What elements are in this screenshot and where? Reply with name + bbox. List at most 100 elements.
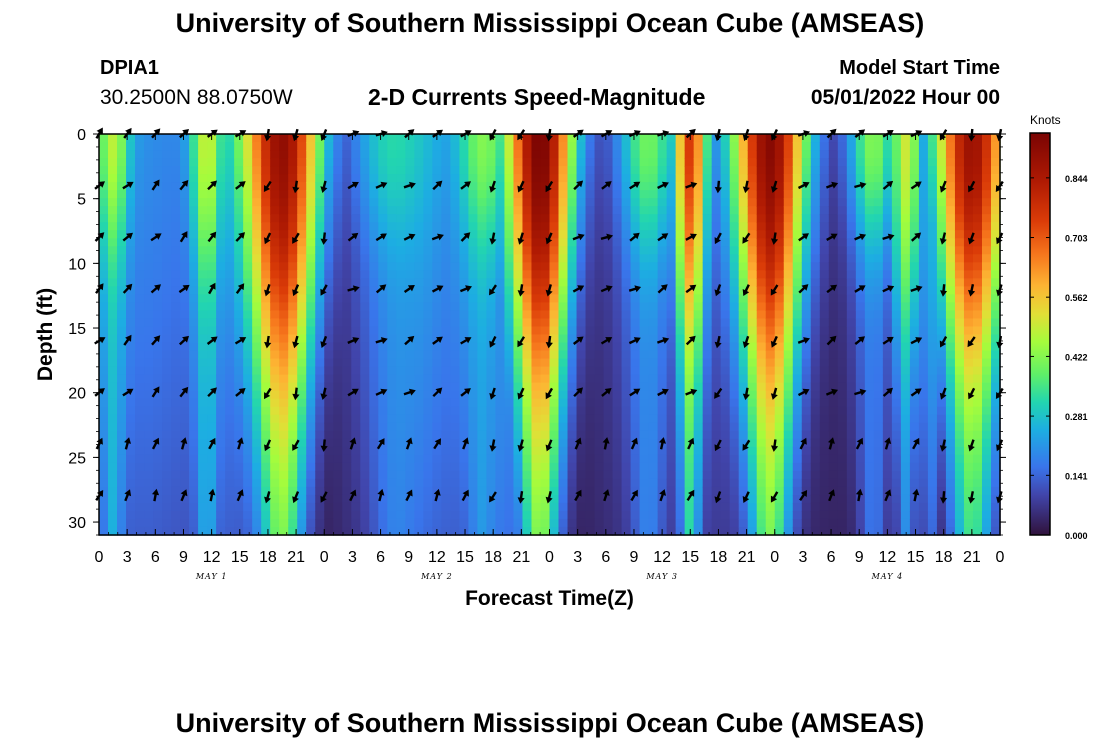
heatmap-cell [666, 222, 677, 231]
heatmap-cell [414, 478, 424, 488]
heatmap-cell [144, 134, 154, 143]
heatmap-cell [666, 350, 677, 360]
heatmap-cell [729, 342, 740, 352]
heatmap-cell [441, 214, 451, 223]
heatmap-cell [432, 254, 442, 263]
heatmap-cell [315, 278, 325, 287]
heatmap-cell [189, 278, 199, 287]
heatmap-cell [756, 430, 767, 440]
heatmap-cell [972, 422, 983, 432]
heatmap-cell [504, 374, 515, 384]
heatmap-cell [711, 254, 722, 263]
heatmap-cell [495, 342, 506, 352]
heatmap-cell [972, 174, 983, 183]
heatmap-cell [693, 198, 704, 207]
heatmap-cell [891, 462, 902, 472]
heatmap-cell [774, 238, 785, 247]
heatmap-cell [504, 510, 515, 520]
heatmap-cell [495, 494, 506, 504]
heatmap-cell [387, 470, 397, 480]
heatmap-cell [477, 502, 488, 512]
heatmap-cell [513, 406, 524, 416]
heatmap-cell [315, 374, 325, 384]
heatmap-cell [936, 310, 947, 320]
heatmap-cell [963, 262, 974, 271]
heatmap-cell [900, 406, 911, 416]
heatmap-cell [450, 190, 460, 199]
heatmap-cell [882, 278, 893, 287]
heatmap-cell [864, 366, 875, 376]
heatmap-cell [702, 254, 713, 263]
heatmap-cell [594, 470, 605, 480]
heatmap-cell [639, 294, 650, 304]
heatmap-cell [927, 406, 938, 416]
heatmap-cell [765, 190, 776, 199]
heatmap-cell [612, 454, 623, 464]
heatmap-cell [261, 294, 271, 304]
heatmap-cell [603, 326, 614, 336]
heatmap-cell [216, 230, 226, 239]
heatmap-cell [495, 270, 506, 279]
heatmap-cell [792, 166, 803, 175]
heatmap-cell [693, 526, 704, 536]
heatmap-cell [126, 310, 136, 320]
heatmap-cell [594, 222, 605, 231]
heatmap-cell [108, 318, 118, 328]
heatmap-cell [828, 222, 839, 231]
heatmap-cell [648, 238, 659, 247]
heatmap-cell [558, 190, 569, 199]
heatmap-cell [612, 254, 623, 263]
heatmap-cell [216, 366, 226, 376]
heatmap-cell [117, 230, 127, 239]
heatmap-cell [837, 438, 848, 448]
heatmap-cell [495, 302, 506, 312]
heatmap-cell [693, 238, 704, 247]
heatmap-cell [954, 502, 965, 512]
heatmap-cell [99, 382, 109, 392]
heatmap-cell [288, 358, 298, 368]
heatmap-cell [99, 406, 109, 416]
heatmap-cell [891, 214, 902, 223]
heatmap-cell [189, 486, 199, 496]
heatmap-cell [441, 230, 451, 239]
heatmap-cell [504, 350, 515, 360]
heatmap-cell [522, 510, 533, 520]
heatmap-cell [918, 190, 929, 199]
heatmap-cell [234, 454, 244, 464]
heatmap-cell [873, 398, 884, 408]
heatmap-cell [612, 334, 623, 344]
heatmap-cell [441, 382, 451, 392]
heatmap-cell [459, 526, 470, 536]
heatmap-cell [873, 406, 884, 416]
heatmap-cell [333, 430, 343, 440]
heatmap-cell [162, 190, 172, 199]
heatmap-cell [180, 502, 190, 512]
heatmap-cell [252, 374, 262, 384]
heatmap-cell [414, 398, 424, 408]
heatmap-cell [810, 494, 821, 504]
heatmap-cell [729, 430, 740, 440]
heatmap-cell [270, 166, 280, 175]
heatmap-cell [576, 190, 587, 199]
heatmap-cell [666, 158, 677, 167]
heatmap-cell [828, 246, 839, 255]
heatmap-cell [270, 486, 280, 496]
heatmap-cell [720, 454, 731, 464]
heatmap-cell [729, 518, 740, 528]
heatmap-cell [585, 254, 596, 263]
heatmap-cell [837, 158, 848, 167]
heatmap-cell [675, 222, 686, 231]
heatmap-cell [486, 318, 497, 328]
heatmap-cell [504, 326, 515, 336]
heatmap-cell [945, 318, 956, 328]
heatmap-cell [504, 270, 515, 279]
heatmap-cell [720, 486, 731, 496]
heatmap-cell [945, 422, 956, 432]
heatmap-cell [693, 406, 704, 416]
heatmap-cell [459, 198, 470, 207]
heatmap-cell [477, 262, 488, 271]
heatmap-cell [243, 526, 253, 536]
heatmap-cell [117, 246, 127, 255]
heatmap-cell [315, 158, 325, 167]
heatmap-cell [180, 390, 190, 400]
